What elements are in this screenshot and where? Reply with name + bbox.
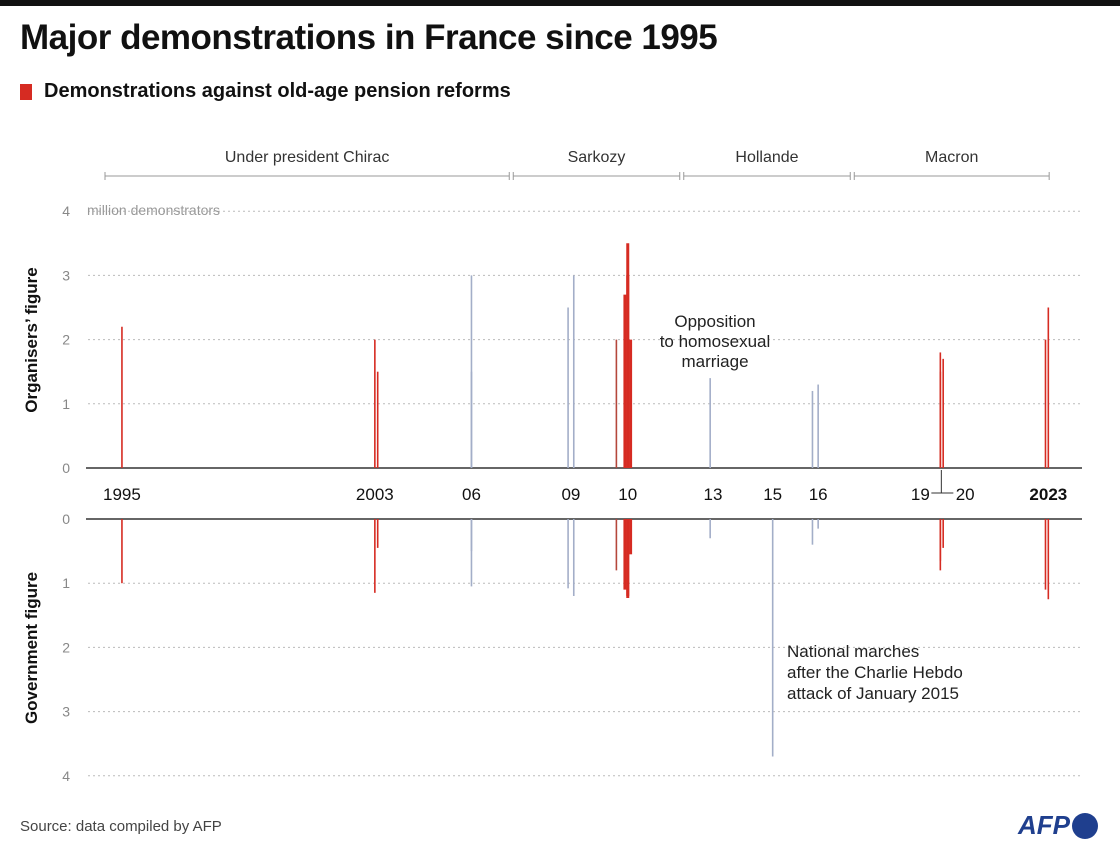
y-axis-label-top: Organisers’ figure <box>22 267 41 413</box>
x-tick-label: 09 <box>561 485 580 504</box>
x-tick-label: 15 <box>763 485 782 504</box>
afp-logo-text: AFP <box>1018 810 1070 840</box>
y-tick-top: 1 <box>62 396 70 412</box>
y-tick-bottom: 0 <box>62 511 70 527</box>
x-tick-label: 19 <box>911 485 930 504</box>
x-tick-label: 06 <box>462 485 481 504</box>
annotation-line: National marches <box>787 642 919 661</box>
annotation-line: after the Charlie Hebdo <box>787 663 963 682</box>
y-tick-top: 4 <box>62 203 70 219</box>
y-tick-bottom: 4 <box>62 768 70 784</box>
y-tick-top: 2 <box>62 332 70 348</box>
legend-label: Demonstrations against old-age pension r… <box>44 80 511 102</box>
legend: Demonstrations against old-age pension r… <box>20 80 511 103</box>
unit-label: million demonstrators <box>87 202 220 218</box>
legend-swatch-pension <box>20 83 32 100</box>
annotation-line: to homosexual <box>660 332 771 351</box>
y-tick-bottom: 3 <box>62 704 70 720</box>
x-tick-label: 2023 <box>1029 485 1067 504</box>
period-label: Under president Chirac <box>225 149 390 166</box>
x-tick-label: 10 <box>618 485 637 504</box>
period-label: Macron <box>925 149 978 166</box>
annotation-line: attack of January 2015 <box>787 684 959 703</box>
annotation-line: Opposition <box>674 312 755 331</box>
bracket-19-20 <box>931 470 954 494</box>
x-tick-label: 20 <box>956 485 975 504</box>
period-label: Hollande <box>735 149 798 166</box>
y-tick-bottom: 2 <box>62 639 70 655</box>
x-tick-label: 13 <box>704 485 723 504</box>
y-axis-label-bottom: Government figure <box>22 572 41 724</box>
source-note: Source: data compiled by AFP <box>20 818 222 835</box>
annotation-line: marriage <box>681 352 748 371</box>
afp-logo: AFP <box>1018 810 1098 841</box>
y-tick-top: 3 <box>62 267 70 283</box>
afp-logo-dot <box>1072 812 1098 839</box>
y-tick-bottom: 1 <box>62 575 70 591</box>
x-tick-label: 2003 <box>356 485 394 504</box>
x-tick-label: 1995 <box>103 485 141 504</box>
y-tick-top: 0 <box>62 460 70 476</box>
chart-title: Major demonstrations in France since 199… <box>20 18 718 57</box>
period-label: Sarkozy <box>568 149 626 166</box>
top-rule <box>0 0 1120 6</box>
x-tick-label: 16 <box>809 485 828 504</box>
